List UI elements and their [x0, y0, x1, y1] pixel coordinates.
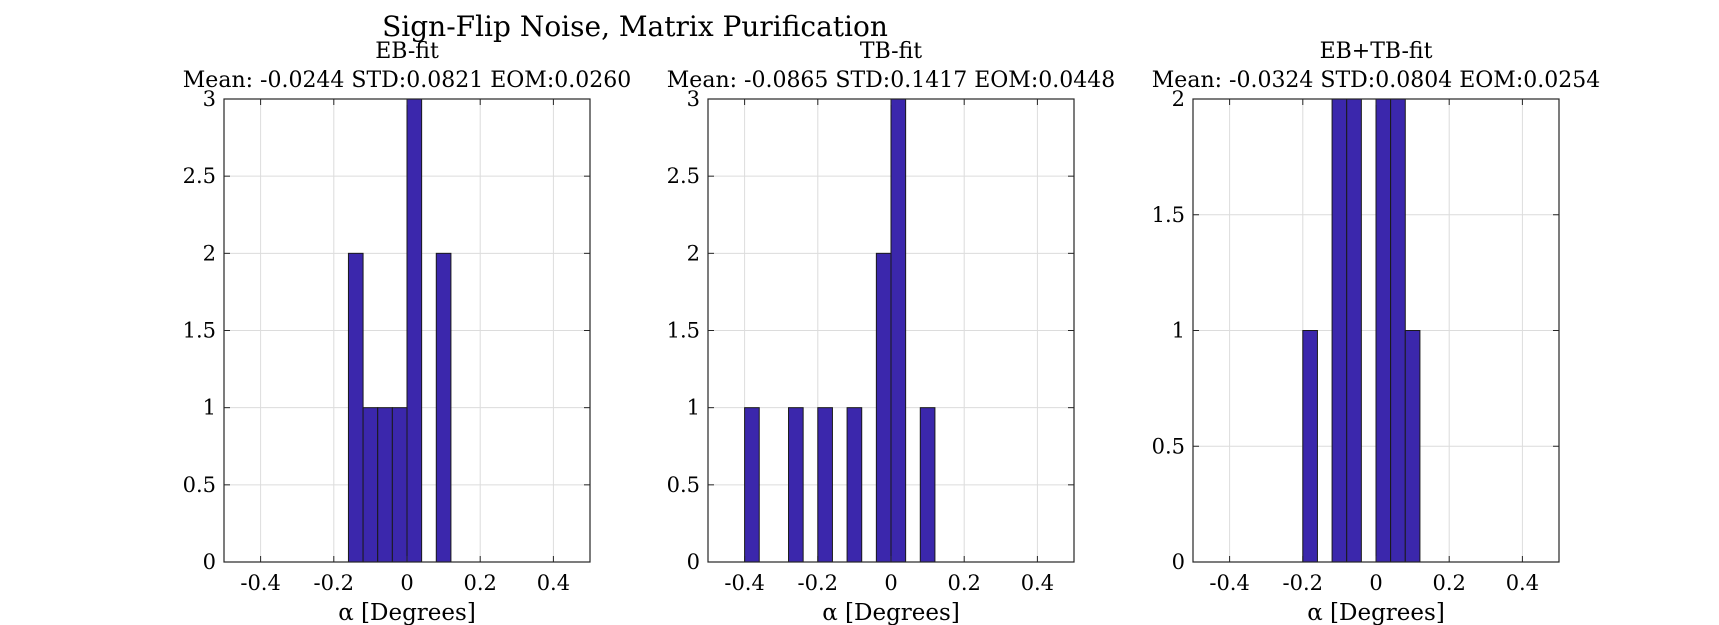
histogram-bar	[919, 407, 936, 563]
x-axis-label: α [Degrees]	[822, 600, 960, 625]
panel-eb-fit: EB-fit Mean: -0.0244 STD:0.0821 EOM:0.02…	[183, 39, 632, 625]
histogram-bar	[1404, 330, 1421, 563]
histogram-bar	[391, 407, 408, 563]
y-tick-label: 2.5	[183, 164, 216, 188]
x-tick-label: -0.4	[724, 571, 765, 595]
figure-title: Sign-Flip Noise, Matrix Purification	[382, 10, 888, 43]
x-tick-label: 0.2	[1432, 571, 1465, 595]
histogram-bar	[890, 98, 907, 563]
plot-area: -0.4 -0.2 0 0.2 0.4 0 0.5 1 1.5 2 2.5 3	[667, 87, 1075, 595]
y-tick-label: 0.5	[1152, 434, 1185, 458]
histogram-bar	[1302, 330, 1318, 563]
x-tick-label: 0	[1369, 571, 1382, 595]
x-axis-label: α [Degrees]	[1307, 600, 1445, 625]
histogram-bar	[435, 252, 452, 563]
x-axis-label: α [Degrees]	[338, 600, 476, 625]
panel-stats: Mean: -0.0244 STD:0.0821 EOM:0.0260	[183, 68, 631, 93]
plot-area: -0.4 -0.2 0 0.2 0.4 0 0.5 1 1.5 2	[1152, 87, 1560, 595]
x-tick-label: 0.4	[1506, 571, 1539, 595]
x-tick-label: -0.4	[1209, 571, 1250, 595]
x-tick-label: -0.4	[240, 571, 281, 595]
histogram-bar	[788, 407, 804, 563]
y-tick-label: 1.5	[1152, 203, 1185, 227]
y-tick-label: 1	[687, 396, 700, 420]
x-tick-label: 0.2	[463, 571, 496, 595]
y-tick-label: 2	[1172, 87, 1185, 111]
x-tick-label: 0	[400, 571, 413, 595]
x-tick-label: 0	[884, 571, 897, 595]
panel-stats: Mean: -0.0324 STD:0.0804 EOM:0.0254	[1152, 68, 1600, 93]
panel-tb-fit: TB-fit Mean: -0.0865 STD:0.1417 EOM:0.04…	[667, 39, 1116, 625]
y-tick-label: 0	[1172, 550, 1185, 574]
x-tick-label: -0.2	[1283, 571, 1324, 595]
y-tick-label: 1.5	[667, 319, 700, 343]
histogram-bar	[347, 252, 364, 563]
x-tick-label: -0.2	[314, 571, 355, 595]
y-tick-label: 0	[203, 550, 216, 574]
histogram-bar	[1375, 98, 1392, 563]
histogram-bar	[1390, 98, 1406, 563]
y-tick-label: 2	[687, 241, 700, 265]
histogram-bar	[817, 407, 833, 563]
panel-title: TB-fit	[860, 39, 922, 64]
x-tick-label: -0.2	[798, 571, 839, 595]
panel-title: EB+TB-fit	[1320, 39, 1433, 64]
histogram-bar	[406, 98, 423, 563]
y-tick-label: 1	[1172, 319, 1185, 343]
panel-stats: Mean: -0.0865 STD:0.1417 EOM:0.0448	[667, 68, 1115, 93]
y-tick-label: 1	[203, 396, 216, 420]
y-tick-label: 3	[687, 87, 700, 111]
histogram-bar	[1346, 98, 1362, 563]
histogram-bar	[362, 407, 379, 563]
histogram-bar	[1331, 98, 1348, 563]
panel-title: EB-fit	[375, 39, 439, 64]
y-tick-label: 2.5	[667, 164, 700, 188]
histogram-bar	[846, 407, 863, 563]
y-tick-label: 0	[687, 550, 700, 574]
panel-eb-tb-fit: EB+TB-fit Mean: -0.0324 STD:0.0804 EOM:0…	[1152, 39, 1601, 625]
x-tick-label: 0.4	[1021, 571, 1054, 595]
plot-area: -0.4 -0.2 0 0.2 0.4 0 0.5 1 1.5 2 2.5 3	[183, 87, 591, 595]
y-tick-label: 0.5	[667, 473, 700, 497]
histogram-bar	[377, 407, 393, 563]
x-tick-label: 0.4	[537, 571, 570, 595]
y-tick-label: 0.5	[183, 473, 216, 497]
histogram-bar	[744, 407, 760, 563]
y-tick-label: 1.5	[183, 319, 216, 343]
histogram-bar	[875, 252, 892, 563]
y-tick-label: 2	[203, 241, 216, 265]
y-tick-label: 3	[203, 87, 216, 111]
x-tick-label: 0.2	[947, 571, 980, 595]
